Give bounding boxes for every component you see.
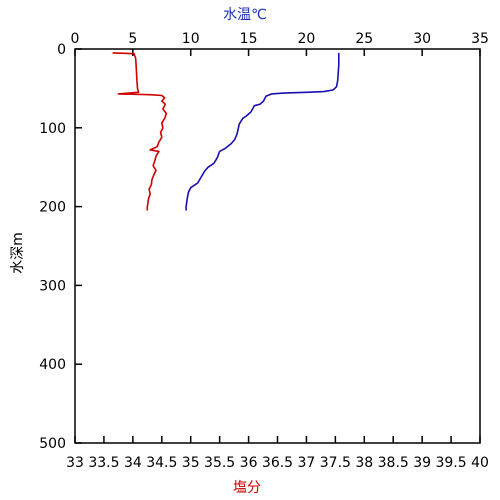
bottom-tick-label: 34 (124, 455, 142, 471)
top-tick-label: 15 (240, 31, 258, 47)
bottom-tick-label: 33.5 (88, 455, 119, 471)
bottom-tick-label: 39.5 (435, 455, 466, 471)
bottom-tick-label: 40 (471, 455, 489, 471)
left-tick-label: 300 (39, 278, 66, 294)
salinity-profile-line (112, 52, 168, 211)
series-group (112, 52, 340, 211)
plot-frame-rect (74, 48, 481, 444)
top-tick-label: 0 (71, 31, 80, 47)
bottom-tick-label: 34.5 (146, 455, 177, 471)
top-tick-label: 10 (182, 31, 200, 47)
bottom-axis: 33 33.5 34 34.5 35 35.5 36 36.5 37 37.5 38 38.5 39 39… (66, 436, 489, 471)
plot-frame (74, 48, 481, 444)
bottom-tick-label: 39 (413, 455, 431, 471)
top-tick-label: 25 (355, 31, 373, 47)
bottom-tick-label: 37 (298, 455, 316, 471)
temperature-profile-line (185, 52, 340, 211)
left-axis-title: 水深m (10, 232, 26, 274)
bottom-tick-label: 33 (66, 455, 84, 471)
top-tick-label: 30 (413, 31, 431, 47)
bottom-tick-label: 38.5 (378, 455, 409, 471)
bottom-tick-label: 36.5 (262, 455, 293, 471)
left-tick-label: 200 (39, 200, 66, 216)
bottom-tick-label: 37.5 (320, 455, 351, 471)
top-axis: 0 5 10 15 20 25 30 35 (71, 31, 489, 56)
bottom-tick-label: 35 (182, 455, 200, 471)
bottom-axis-title: 塩分 (233, 480, 261, 496)
left-axis: 0 100 200 300 400 500 (39, 42, 82, 452)
top-axis-title: 水温℃ (223, 7, 267, 23)
top-tick-label: 35 (471, 31, 489, 47)
bottom-tick-label: 36 (240, 455, 258, 471)
left-tick-label: 400 (39, 357, 66, 373)
left-tick-label: 500 (39, 436, 66, 452)
top-tick-label: 20 (298, 31, 316, 47)
bottom-tick-label: 35.5 (204, 455, 235, 471)
bottom-tick-label: 38 (355, 455, 373, 471)
left-tick-label: 100 (39, 121, 66, 137)
left-tick-label: 0 (57, 42, 66, 58)
top-tick-label: 5 (128, 31, 137, 47)
